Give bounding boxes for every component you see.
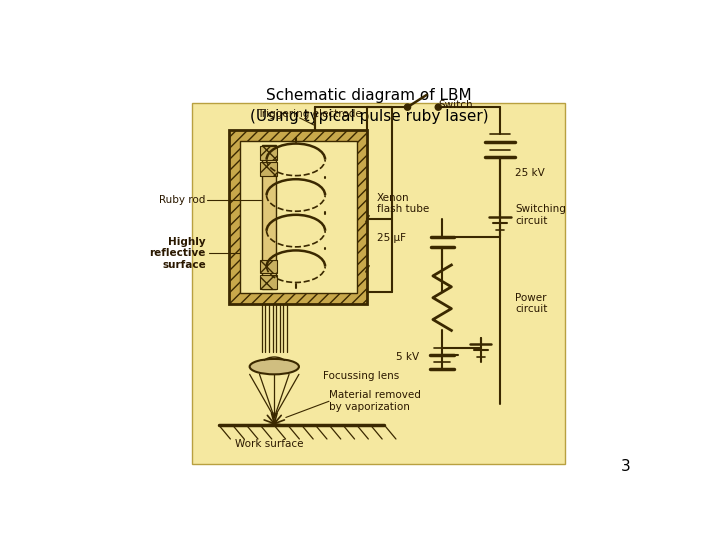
Text: 25 μF: 25 μF xyxy=(377,233,405,243)
Text: Switching
circuit: Switching circuit xyxy=(516,204,566,226)
Bar xyxy=(262,145,276,289)
Text: Xenon
flash tube: Xenon flash tube xyxy=(377,193,429,214)
Text: 5 kV: 5 kV xyxy=(396,353,419,362)
Polygon shape xyxy=(192,103,565,464)
Bar xyxy=(261,275,277,289)
Circle shape xyxy=(435,104,441,110)
Text: 3: 3 xyxy=(621,460,631,475)
Bar xyxy=(261,146,277,160)
Text: Focussing lens: Focussing lens xyxy=(323,371,399,381)
Ellipse shape xyxy=(250,359,299,374)
Bar xyxy=(261,162,277,176)
Text: Triggering electrode: Triggering electrode xyxy=(257,109,362,119)
Text: Schematic diagram of LBM
(Using typical pulse ruby laser): Schematic diagram of LBM (Using typical … xyxy=(250,88,488,124)
Text: Highly
reflective
surface: Highly reflective surface xyxy=(149,237,206,270)
Text: Switch: Switch xyxy=(438,100,473,110)
Text: Material removed
by vaporization: Material removed by vaporization xyxy=(329,390,420,412)
Bar xyxy=(261,260,277,273)
Text: Work surface: Work surface xyxy=(235,438,303,449)
Text: Ruby rod: Ruby rod xyxy=(159,194,206,205)
Circle shape xyxy=(405,104,410,110)
Text: 25 kV: 25 kV xyxy=(516,167,545,178)
Text: Power
circuit: Power circuit xyxy=(516,293,548,314)
Bar xyxy=(240,141,356,293)
Bar xyxy=(229,130,367,303)
